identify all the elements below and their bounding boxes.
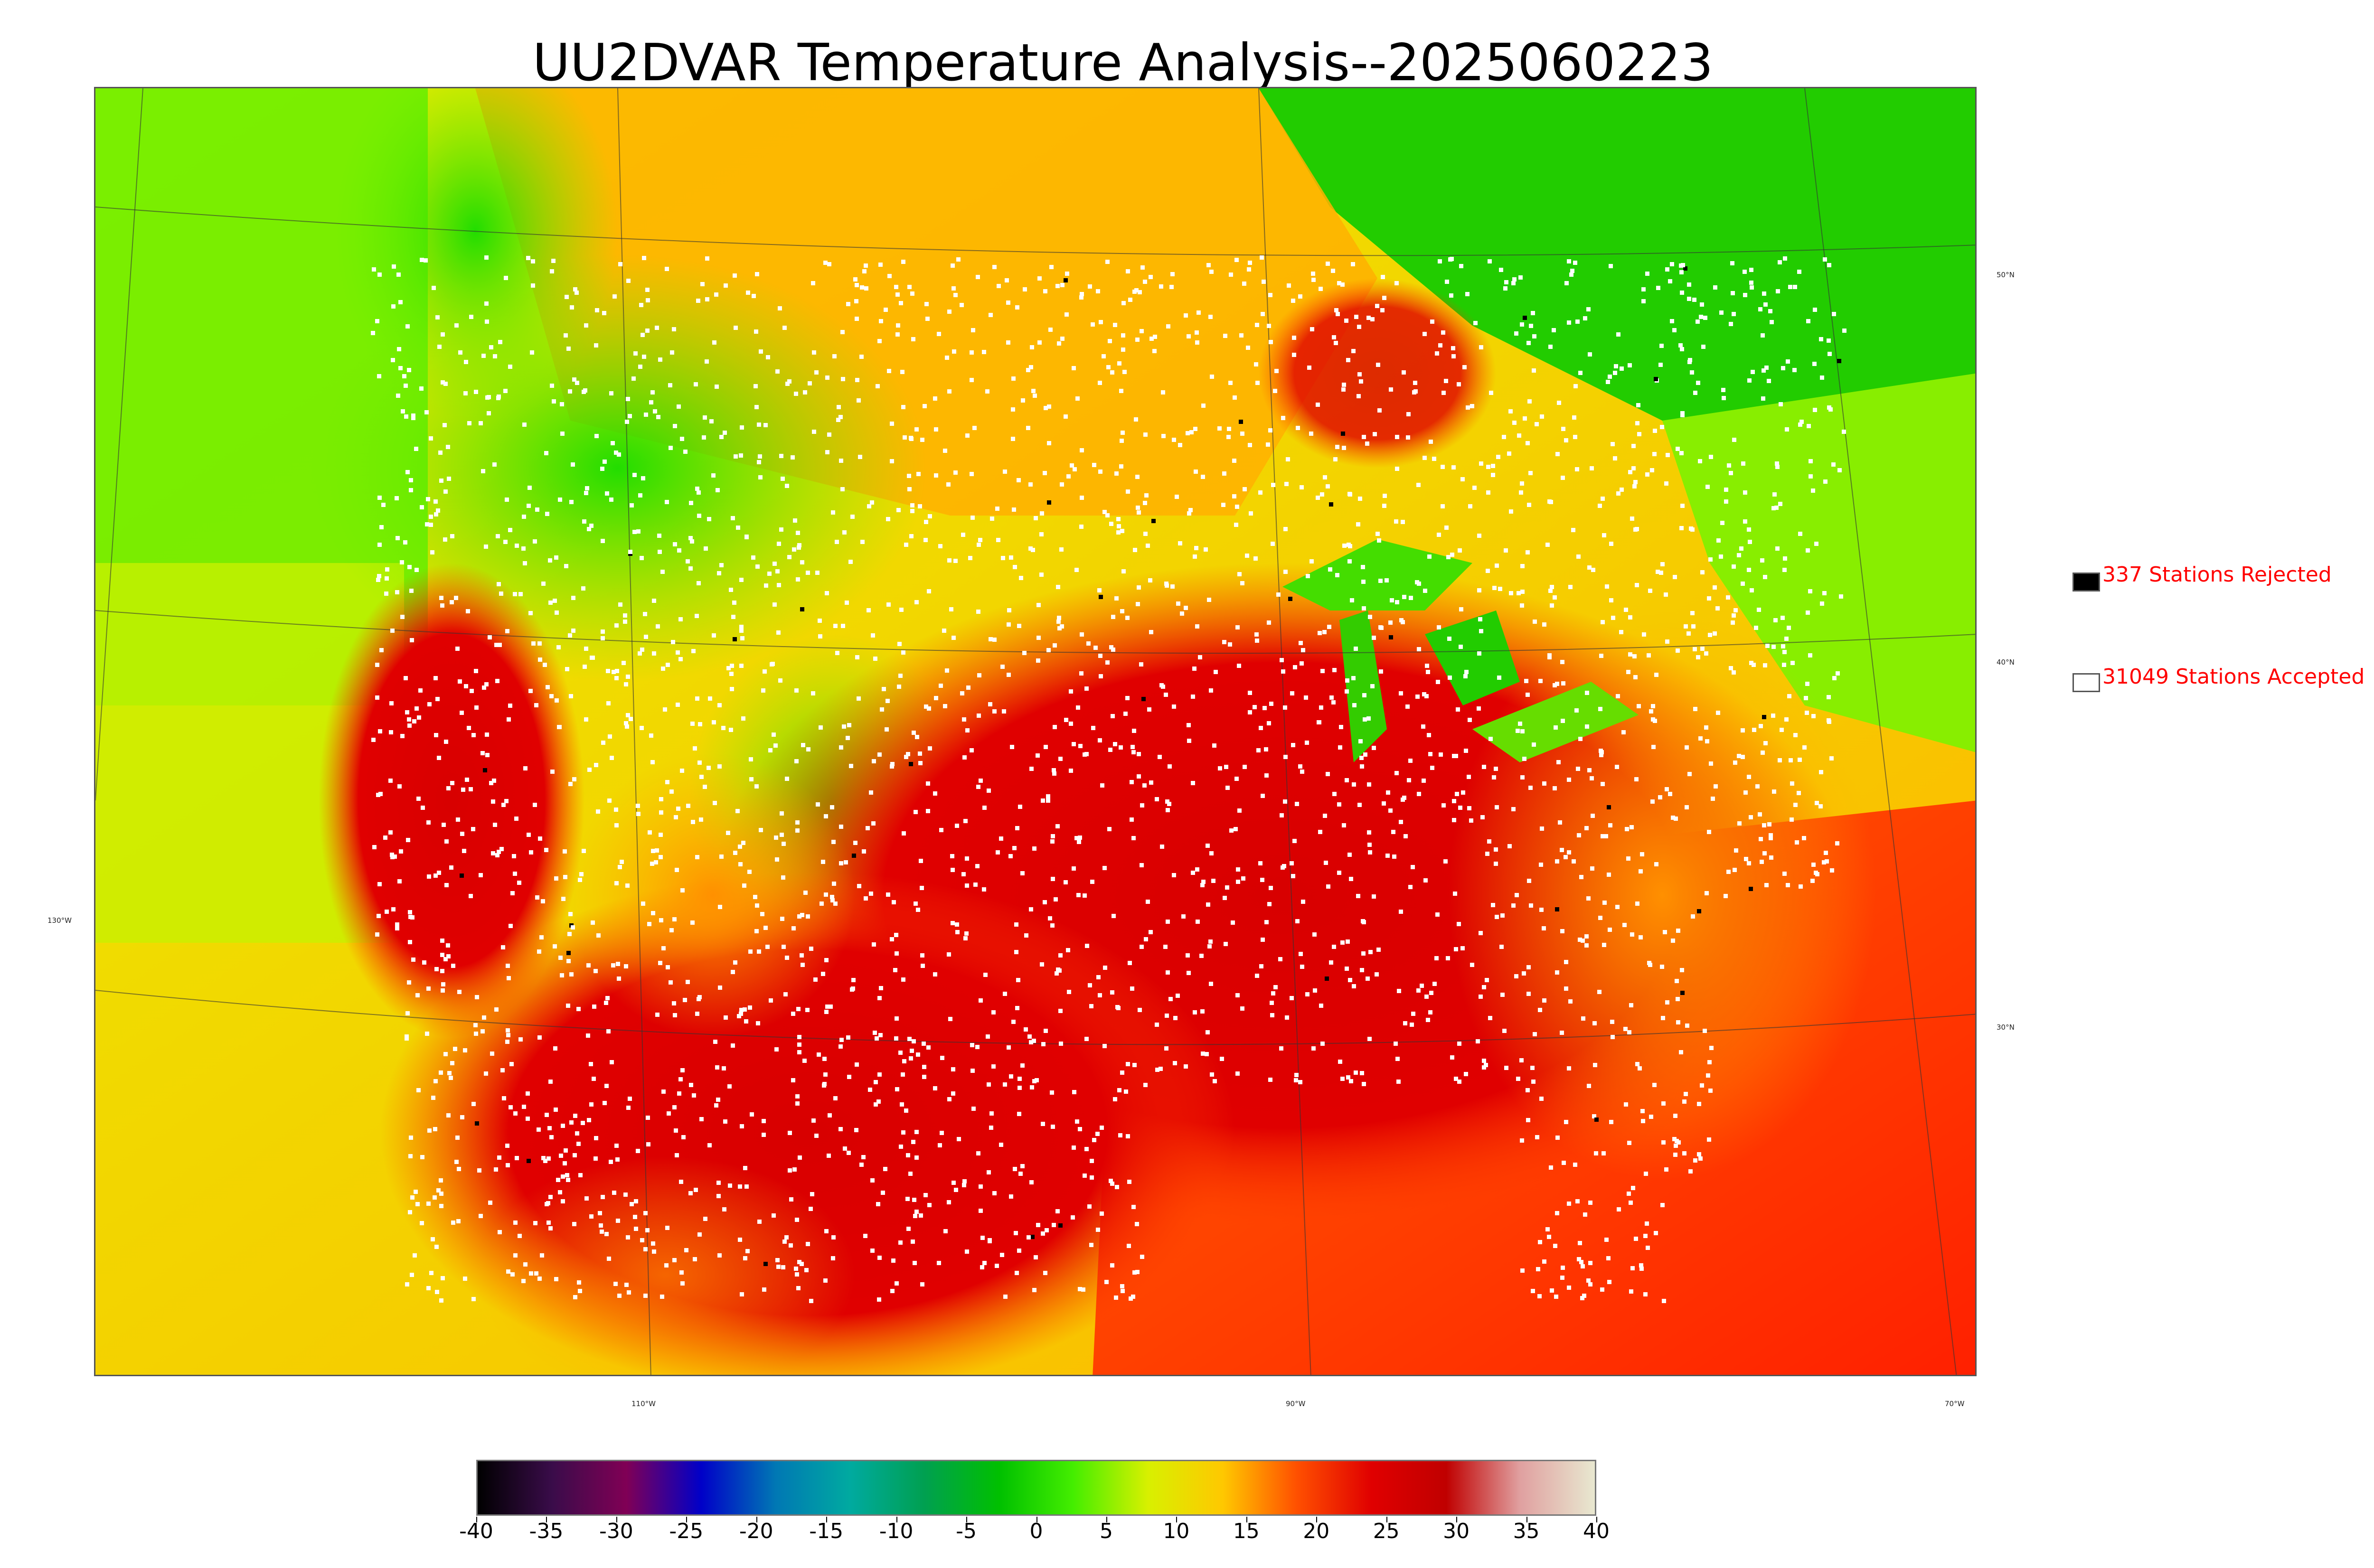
lon-label-130: 130°W — [47, 916, 72, 925]
colorbar-tick-label: 35 — [1513, 1519, 1540, 1543]
colorbar-tick — [756, 1517, 757, 1522]
map-title: UU2DVAR Temperature Analysis--2025060223 — [532, 33, 1714, 93]
colorbar-tick-label: -20 — [739, 1519, 773, 1543]
colorbar-tick — [826, 1517, 828, 1522]
temperature-map — [94, 87, 1977, 1376]
lat-label-40: 40°N — [1997, 658, 2015, 667]
colorbar-tick — [1316, 1517, 1318, 1522]
accepted-legend-swatch — [2073, 673, 2100, 692]
colorbar-tick — [476, 1517, 477, 1522]
colorbar-tick-label: -30 — [599, 1519, 633, 1543]
colorbar-tick-label: -10 — [879, 1519, 914, 1543]
lon-label-90: 90°W — [1286, 1399, 1306, 1408]
colorbar-tick — [686, 1517, 688, 1522]
colorbar-tick — [1526, 1517, 1527, 1522]
colorbar-tick — [1596, 1517, 1597, 1522]
colorbar-tick-label: 5 — [1099, 1519, 1113, 1543]
lon-label-70: 70°W — [1945, 1399, 1965, 1408]
colorbar-tick — [616, 1517, 617, 1522]
colorbar-tick-label: 30 — [1443, 1519, 1470, 1543]
colorbar-tick — [896, 1517, 897, 1522]
colorbar-tick — [966, 1517, 968, 1522]
colorbar-tick-label: -35 — [529, 1519, 564, 1543]
lat-label-30: 30°N — [1997, 1023, 2015, 1032]
station-markers — [371, 255, 1846, 1303]
rejected-legend-label: 337 Stations Rejected — [2102, 563, 2332, 587]
colorbar-tick-label: 25 — [1373, 1519, 1400, 1543]
colorbar-tick-label: -40 — [459, 1519, 493, 1543]
colorbar-tick-label: -15 — [809, 1519, 844, 1543]
colorbar-tick — [546, 1517, 547, 1522]
colorbar-tick-label: -25 — [669, 1519, 704, 1543]
colorbar-tick-label: -5 — [956, 1519, 977, 1543]
colorbar-tick-label: 0 — [1029, 1519, 1043, 1543]
accepted-legend-label: 31049 Stations Accepted — [2102, 665, 2365, 689]
colorbar-tick-label: 10 — [1163, 1519, 1190, 1543]
temperature-colorbar — [476, 1460, 1596, 1516]
colorbar-tick — [1246, 1517, 1247, 1522]
rejected-legend-swatch — [2073, 573, 2100, 592]
colorbar-tick-label: 15 — [1233, 1519, 1260, 1543]
lon-label-110: 110°W — [631, 1399, 656, 1408]
temperature-field — [95, 88, 1975, 1375]
colorbar-tick — [1386, 1517, 1387, 1522]
lat-label-50: 50°N — [1997, 271, 2015, 279]
colorbar-tick-label: 40 — [1583, 1519, 1610, 1543]
colorbar-tick — [1036, 1517, 1037, 1522]
colorbar-tick-label: 20 — [1303, 1519, 1330, 1543]
colorbar-tick — [1106, 1517, 1107, 1522]
colorbar-tick — [1176, 1517, 1178, 1522]
colorbar-tick — [1456, 1517, 1458, 1522]
